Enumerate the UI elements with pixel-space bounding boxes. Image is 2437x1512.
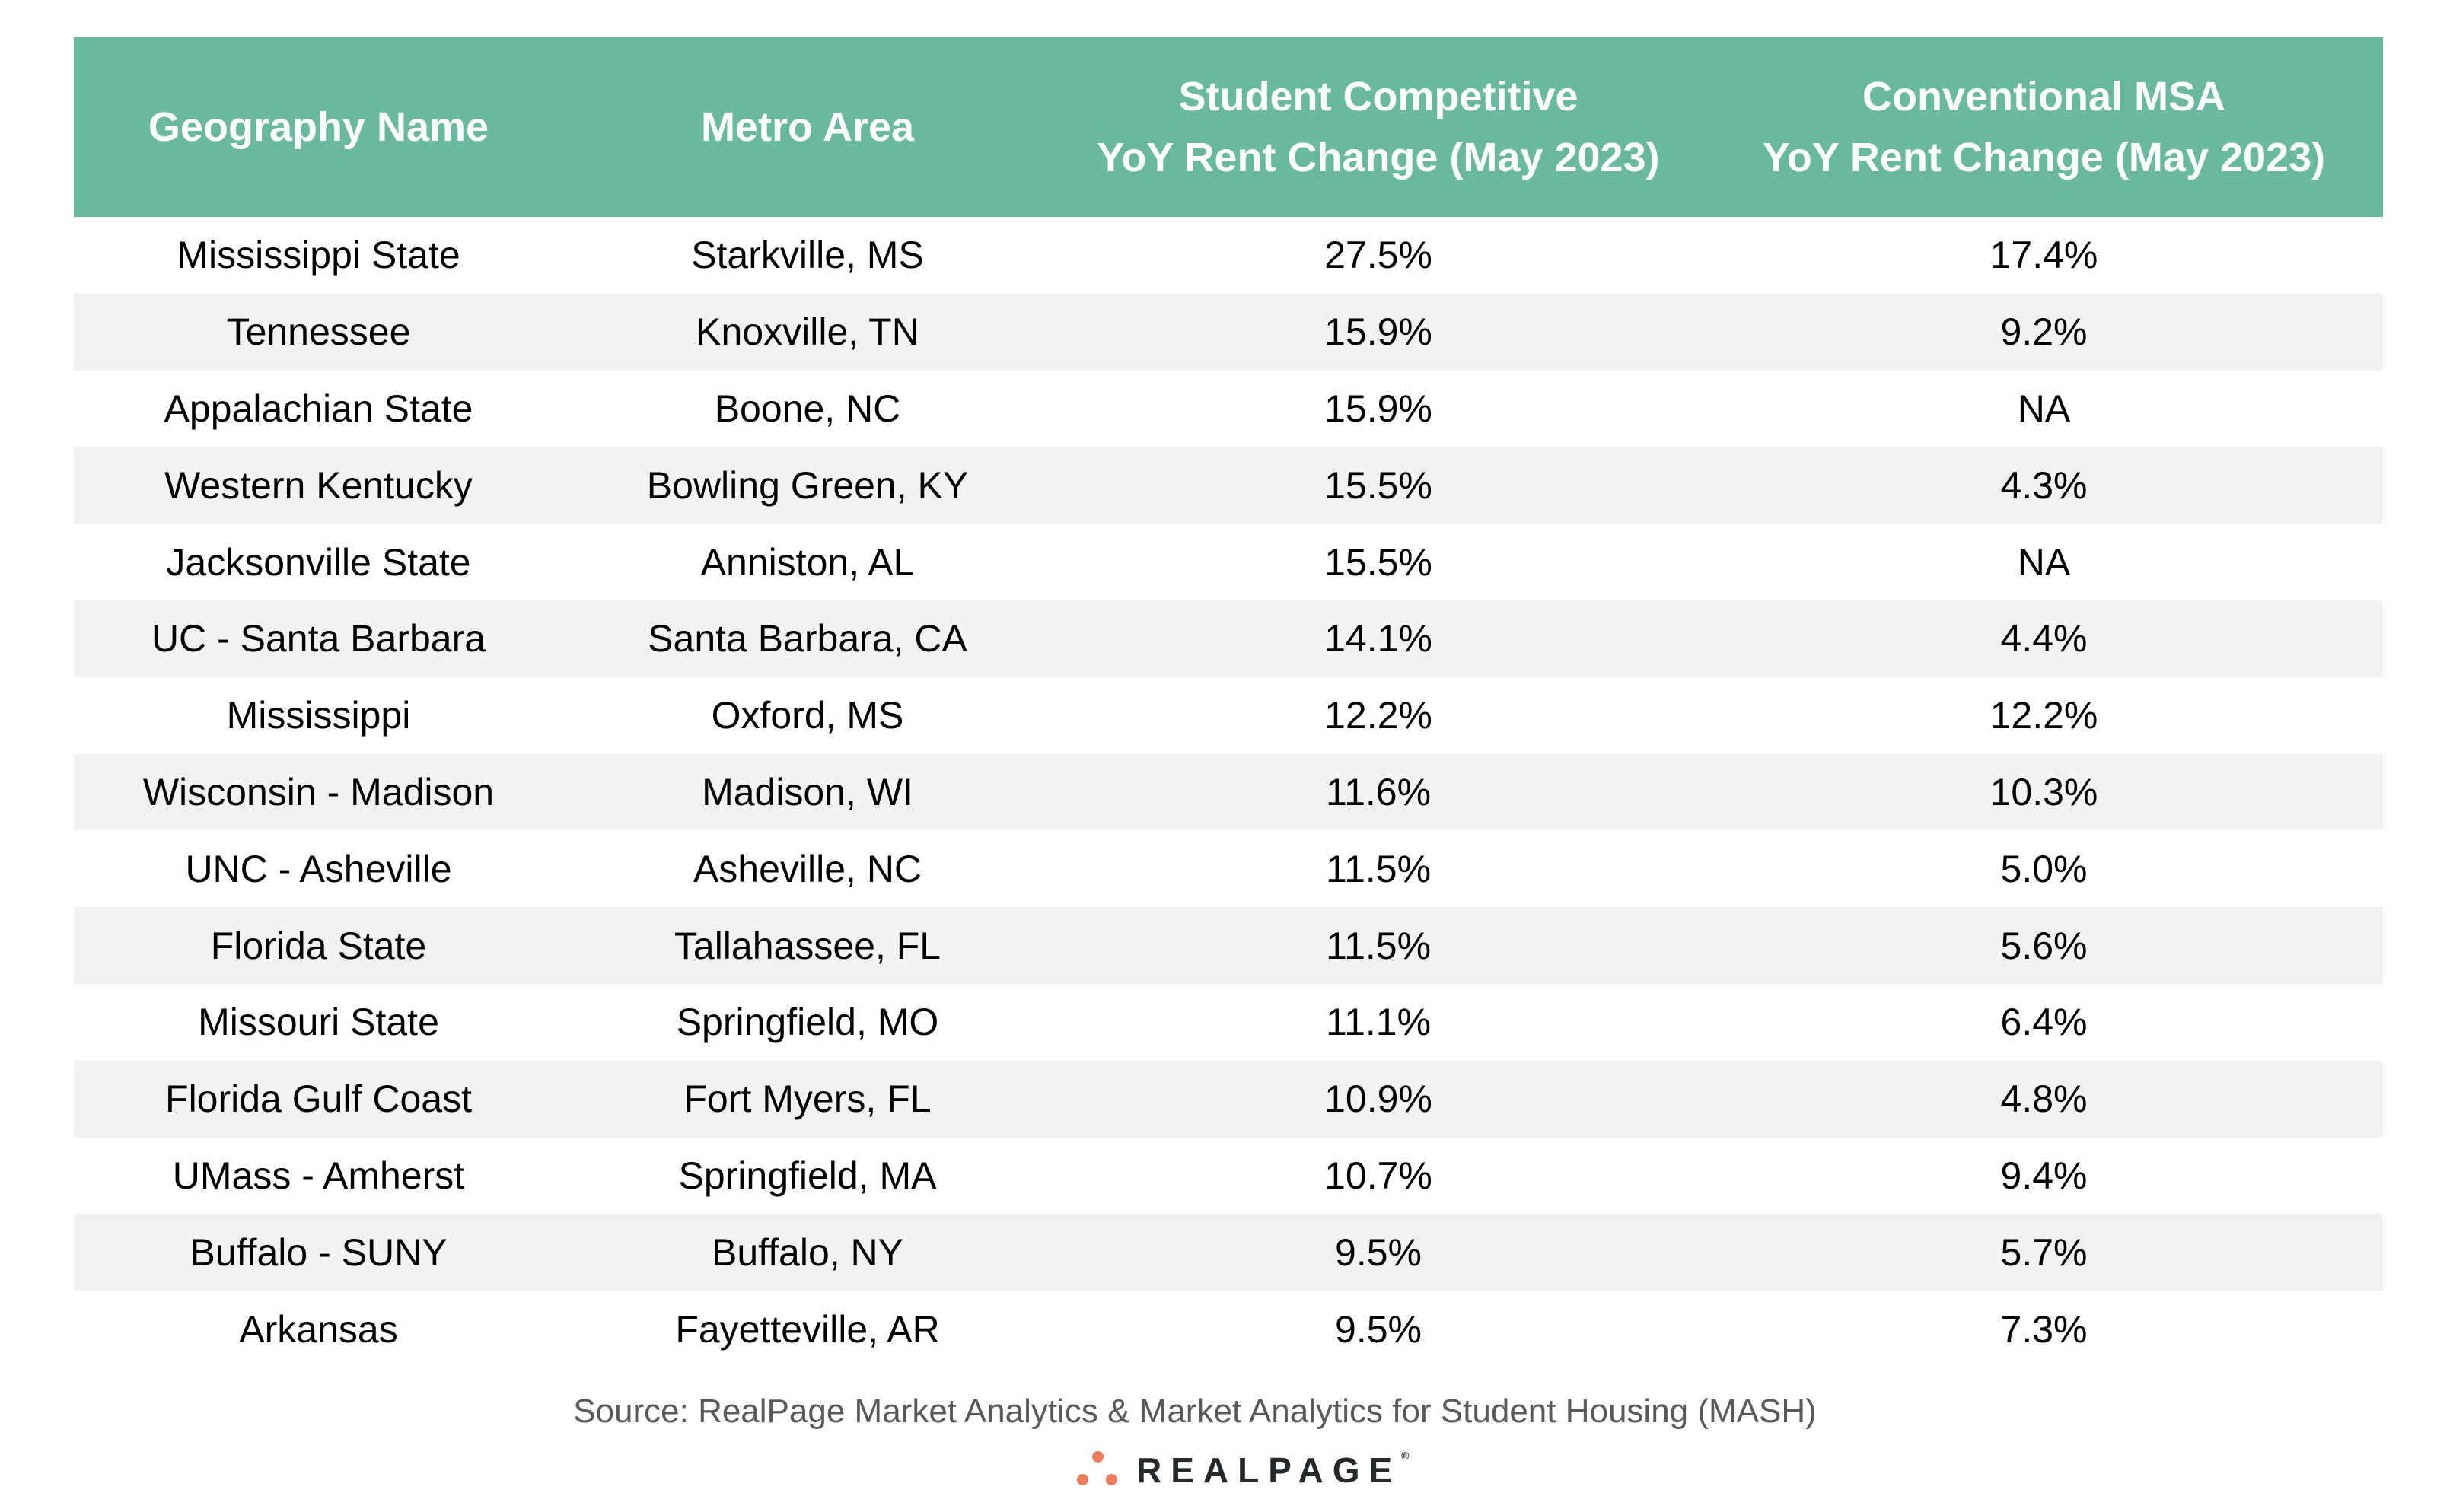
cell-student-yoy: 11.5% (1325, 924, 1432, 967)
rent-change-table: Geography Name Metro Area Student Compet… (74, 37, 2383, 1367)
cell-metro-area: Springfield, MA (678, 1154, 937, 1197)
cell-conventional-yoy: 7.3% (2000, 1307, 2088, 1351)
cell-metro-area: Oxford, MS (711, 694, 904, 737)
header-label: Student Competitive (1178, 73, 1578, 119)
cell-metro-area: Asheville, NC (693, 847, 922, 890)
cell-geography-name: Arkansas (239, 1307, 398, 1351)
header-student-competitive: Student Competitive YoY Rent Change (May … (1052, 66, 1705, 188)
table-row: UC - Santa Barbara Santa Barbara, CA 14.1%… (74, 600, 2383, 677)
cell-metro-area: Santa Barbara, CA (648, 617, 967, 661)
cell-student-yoy: 15.9% (1324, 387, 1432, 430)
cell-geography-name: Appalachian State (164, 387, 473, 430)
cell-student-yoy: 11.6% (1325, 770, 1432, 813)
table-row: Jacksonville State Anniston, AL 15.5% NA (74, 524, 2383, 600)
cell-geography-name: Tennessee (226, 310, 411, 354)
cell-conventional-yoy: 5.7% (2000, 1230, 2088, 1274)
cell-student-yoy: 27.5% (1324, 234, 1432, 277)
header-label-line2: YoY Rent Change (May 2023) (1097, 134, 1660, 180)
cell-student-yoy: 15.5% (1324, 463, 1432, 507)
cell-student-yoy: 14.1% (1324, 617, 1432, 661)
header-label: Conventional MSA (1862, 73, 2225, 119)
cell-geography-name: UMass - Amherst (172, 1154, 465, 1197)
table-row: Appalachian State Boone, NC 15.9% NA (74, 371, 2383, 447)
cell-student-yoy: 10.7% (1324, 1154, 1432, 1197)
cell-conventional-yoy: 9.4% (2000, 1154, 2088, 1197)
cell-geography-name: Missouri State (198, 1001, 439, 1044)
cell-geography-name: Buffalo - SUNY (190, 1230, 448, 1274)
header-label: Metro Area (700, 103, 915, 150)
header-conventional-msa: Conventional MSA YoY Rent Change (May 202… (1705, 66, 2383, 188)
cell-conventional-yoy: 4.4% (2000, 617, 2088, 661)
cell-metro-area: Fayetteville, AR (675, 1307, 940, 1351)
table-row: Tennessee Knoxville, TN 15.9% 9.2% (74, 293, 2383, 371)
cell-geography-name: UC - Santa Barbara (151, 617, 486, 661)
table-header: Geography Name Metro Area Student Compet… (74, 37, 2383, 217)
cell-geography-name: Jacksonville State (166, 540, 471, 584)
cell-metro-area: Boone, NC (714, 387, 901, 430)
cell-student-yoy: 15.5% (1324, 540, 1432, 584)
cell-metro-area: Starkville, MS (691, 234, 924, 277)
table-row: Florida State Tallahassee, FL 11.5% 5.6% (74, 907, 2383, 984)
cell-conventional-yoy: 6.4% (2000, 1001, 2088, 1044)
cell-geography-name: Florida State (210, 924, 427, 967)
header-label-line2: YoY Rent Change (May 2023) (1762, 134, 2326, 180)
cell-conventional-yoy: NA (2017, 387, 2071, 430)
table-row: Florida Gulf Coast Fort Myers, FL 10.9% 4.8… (74, 1060, 2383, 1138)
cell-geography-name: UNC - Asheville (185, 847, 452, 890)
cell-student-yoy: 12.2% (1324, 694, 1432, 737)
cell-metro-area: Buffalo, NY (711, 1230, 903, 1274)
table-row: UNC - Asheville Asheville, NC 11.5% 5.0% (74, 830, 2383, 907)
cell-conventional-yoy: 5.0% (2000, 847, 2088, 890)
cell-geography-name: Western Kentucky (164, 463, 473, 507)
cell-conventional-yoy: 5.6% (2000, 924, 2088, 967)
cell-metro-area: Bowling Green, KY (646, 463, 969, 507)
logo-dots-icon (1077, 1451, 1120, 1489)
table-row: Arkansas Fayetteville, AR 9.5% 7.3% (74, 1291, 2383, 1367)
cell-student-yoy: 11.5% (1325, 847, 1432, 890)
cell-metro-area: Knoxville, TN (696, 310, 919, 354)
cell-metro-area: Fort Myers, FL (683, 1077, 932, 1121)
cell-conventional-yoy: 17.4% (1989, 234, 2098, 277)
cell-geography-name: Florida Gulf Coast (165, 1077, 472, 1121)
table-row: Mississippi State Starkville, MS 27.5% 17.4… (74, 217, 2383, 294)
cell-conventional-yoy: 4.8% (2000, 1077, 2088, 1121)
cell-conventional-yoy: 10.3% (1989, 770, 2098, 813)
cell-conventional-yoy: 4.3% (2000, 463, 2088, 507)
header-geography-name: Geography Name (74, 97, 563, 158)
cell-metro-area: Springfield, MO (676, 1001, 939, 1044)
cell-student-yoy: 9.5% (1335, 1307, 1422, 1351)
cell-student-yoy: 10.9% (1324, 1077, 1432, 1121)
cell-metro-area: Madison, WI (702, 770, 913, 813)
cell-metro-area: Tallahassee, FL (674, 924, 941, 967)
cell-conventional-yoy: 12.2% (1989, 694, 2098, 737)
table-row: Western Kentucky Bowling Green, KY 15.5% 4.… (74, 447, 2383, 524)
cell-geography-name: Wisconsin - Madison (142, 770, 495, 813)
cell-metro-area: Anniston, AL (700, 540, 915, 584)
cell-student-yoy: 9.5% (1335, 1230, 1422, 1274)
logo-text: REALPAGE (1136, 1450, 1402, 1490)
header-metro-area: Metro Area (563, 97, 1052, 158)
table-row: Buffalo - SUNY Buffalo, NY 9.5% 5.7% (74, 1214, 2383, 1291)
cell-conventional-yoy: NA (2017, 540, 2071, 584)
cell-geography-name: Mississippi State (177, 234, 460, 277)
cell-geography-name: Mississippi (226, 694, 411, 737)
table-row: Wisconsin - Madison Madison, WI 11.6% 10.3% (74, 753, 2383, 831)
table-row: Mississippi Oxford, MS 12.2% 12.2% (74, 677, 2383, 754)
realpage-logo: REALPAGE® (1077, 1450, 1410, 1491)
logo-wordmark: REALPAGE® (1136, 1450, 1410, 1491)
cell-student-yoy: 11.1% (1325, 1001, 1432, 1044)
table-row: Missouri State Springfield, MO 11.1% 6.4% (74, 984, 2383, 1061)
cell-conventional-yoy: 9.2% (2000, 310, 2088, 354)
table-body: Mississippi State Starkville, MS 27.5% 17.4… (74, 217, 2383, 1367)
cell-student-yoy: 15.9% (1324, 310, 1432, 354)
registered-mark: ® (1401, 1450, 1410, 1462)
header-label: Geography Name (148, 103, 489, 150)
table-row: UMass - Amherst Springfield, MA 10.7% 9.4% (74, 1138, 2383, 1214)
source-note: Source: RealPage Market Analytics & Mark… (573, 1393, 1817, 1430)
